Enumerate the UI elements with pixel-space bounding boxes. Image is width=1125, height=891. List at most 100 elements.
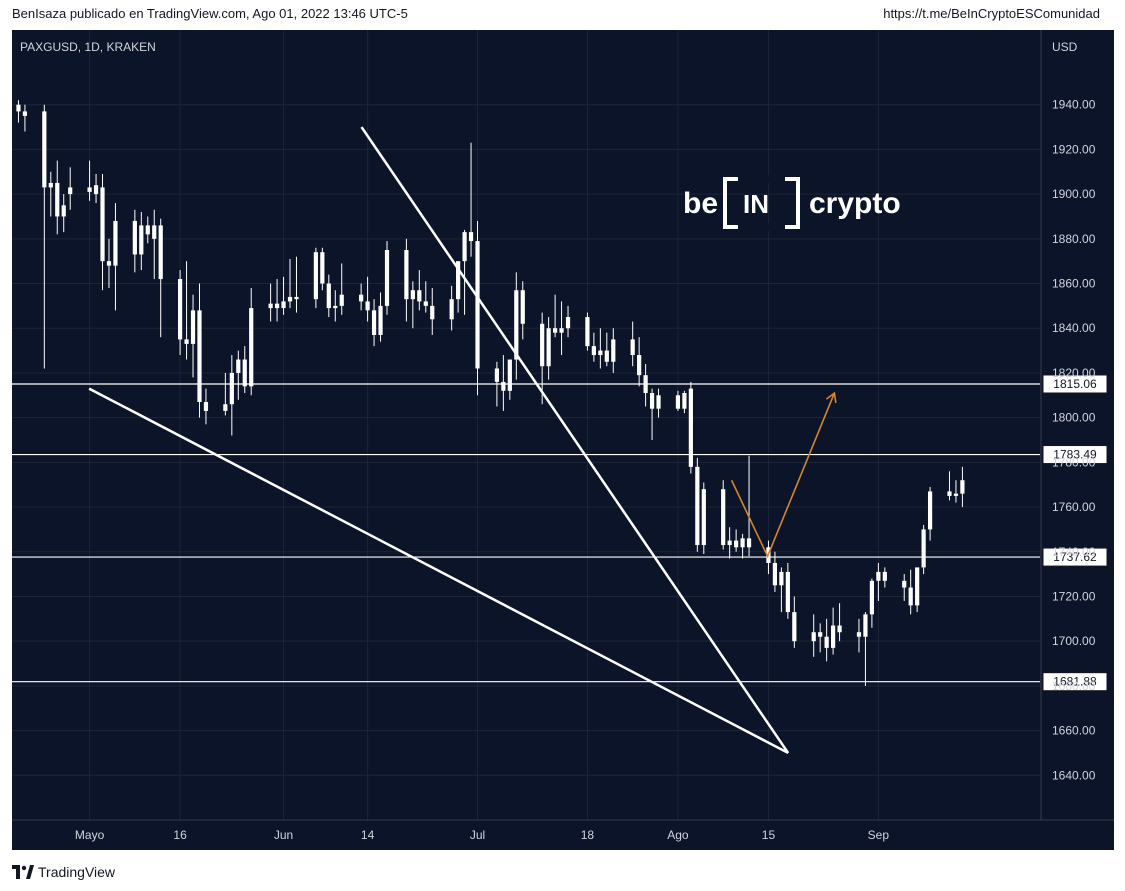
candle [100, 174, 105, 291]
time-tick-label: Jul [470, 828, 485, 842]
candle [229, 355, 234, 436]
candle [856, 618, 862, 653]
candle [552, 294, 558, 338]
candle [585, 312, 590, 351]
price-tick-label: 1860.00 [1052, 277, 1096, 291]
level-tag-label: 1783.49 [1053, 448, 1097, 462]
candle [203, 388, 209, 425]
candle-body [585, 317, 590, 347]
price-tick-label: 1780.00 [1052, 455, 1096, 469]
level-tag [1042, 445, 1108, 465]
candle-body [740, 538, 745, 548]
tradingview-logo-icon [12, 865, 34, 879]
candle-body [792, 612, 797, 642]
candle-body [274, 303, 280, 309]
candle [746, 455, 752, 557]
level-tag-label: 1681.88 [1053, 675, 1097, 689]
candle [22, 104, 28, 132]
candle [132, 209, 137, 273]
candle [779, 567, 784, 613]
candle-body [223, 404, 228, 411]
candle-body [404, 250, 409, 300]
candle-body [811, 632, 816, 642]
candle-body [953, 493, 959, 496]
candle [113, 203, 118, 311]
candle [242, 346, 247, 394]
candle-body [818, 632, 823, 637]
candle [281, 276, 286, 315]
candle [93, 174, 99, 204]
candle [145, 216, 150, 244]
candle-body [734, 540, 739, 548]
candle-body [837, 625, 842, 633]
candle [831, 607, 836, 655]
candle [721, 480, 726, 550]
candle-body [229, 372, 234, 405]
candle [927, 486, 933, 541]
price-tick-label: 1820.00 [1052, 366, 1096, 380]
price-tick-label: 1900.00 [1052, 187, 1096, 201]
candle [546, 317, 551, 380]
symbol-label: PAXGUSD, 1D, KRAKEN [20, 40, 156, 54]
candle-body [113, 220, 118, 266]
candles [16, 100, 965, 686]
candle-body [501, 381, 506, 391]
candle-body [772, 562, 778, 586]
candle-body [359, 294, 364, 302]
candle [824, 618, 829, 662]
candle-body [100, 187, 105, 262]
candlestick-chart[interactable]: 1815.06 1783.49 1737.62 1681.88 1640.00 1660… [12, 30, 1114, 850]
publisher-line: BenIsaza publicado en TradingView.com, A… [12, 6, 408, 21]
candle [947, 471, 952, 501]
level-tag [1042, 374, 1108, 394]
candle-body [927, 491, 933, 530]
candle [190, 294, 196, 378]
candle-body [449, 299, 454, 320]
footer: TradingView [12, 862, 115, 882]
candle-body [494, 368, 500, 382]
candle-body [701, 489, 706, 546]
candle [236, 350, 241, 400]
level-tag [1042, 672, 1108, 692]
candle [333, 290, 338, 322]
time-tick-label: 16 [173, 828, 187, 842]
time-tick-label: 14 [361, 828, 375, 842]
candle [462, 229, 467, 315]
candle [540, 312, 545, 405]
candle-body [540, 323, 545, 367]
candle [514, 272, 519, 380]
candle-body [863, 614, 868, 637]
candle-body [876, 571, 881, 581]
candle-body [417, 290, 422, 302]
candle-body [960, 480, 965, 494]
candle-body [242, 359, 247, 387]
projection-path [730, 391, 837, 559]
candle [468, 142, 474, 257]
trendline-lower [88, 387, 789, 755]
footer-brand: TradingView [38, 864, 116, 880]
candle [139, 212, 144, 271]
telegram-link[interactable]: https://t.me/BeInCryptoESComunidad [883, 6, 1100, 21]
candle-body [410, 290, 415, 300]
price-tick-label: 1920.00 [1052, 142, 1096, 156]
candle [456, 261, 461, 313]
candle [184, 261, 189, 360]
candle [475, 220, 480, 396]
candle-body [908, 587, 913, 606]
candle-body [158, 225, 163, 280]
candle [55, 160, 60, 235]
price-axis: 1640.00 1660.00 1680.00 1700.00 1720.00 1740.… [1040, 30, 1096, 820]
currency-label: USD [1052, 40, 1078, 54]
candle [811, 614, 816, 657]
candle-body [630, 339, 635, 356]
watermark-crypto: crypto [809, 187, 901, 220]
candle-body [203, 402, 209, 411]
chart-panel[interactable]: 1815.06 1783.49 1737.62 1681.88 1640.00 1660… [12, 30, 1114, 850]
candle-body [132, 220, 137, 255]
trendlines [88, 126, 790, 755]
candle [630, 321, 635, 367]
candle [152, 209, 157, 280]
candle-body [921, 529, 926, 568]
candle [902, 574, 907, 601]
candle-body [831, 625, 836, 648]
